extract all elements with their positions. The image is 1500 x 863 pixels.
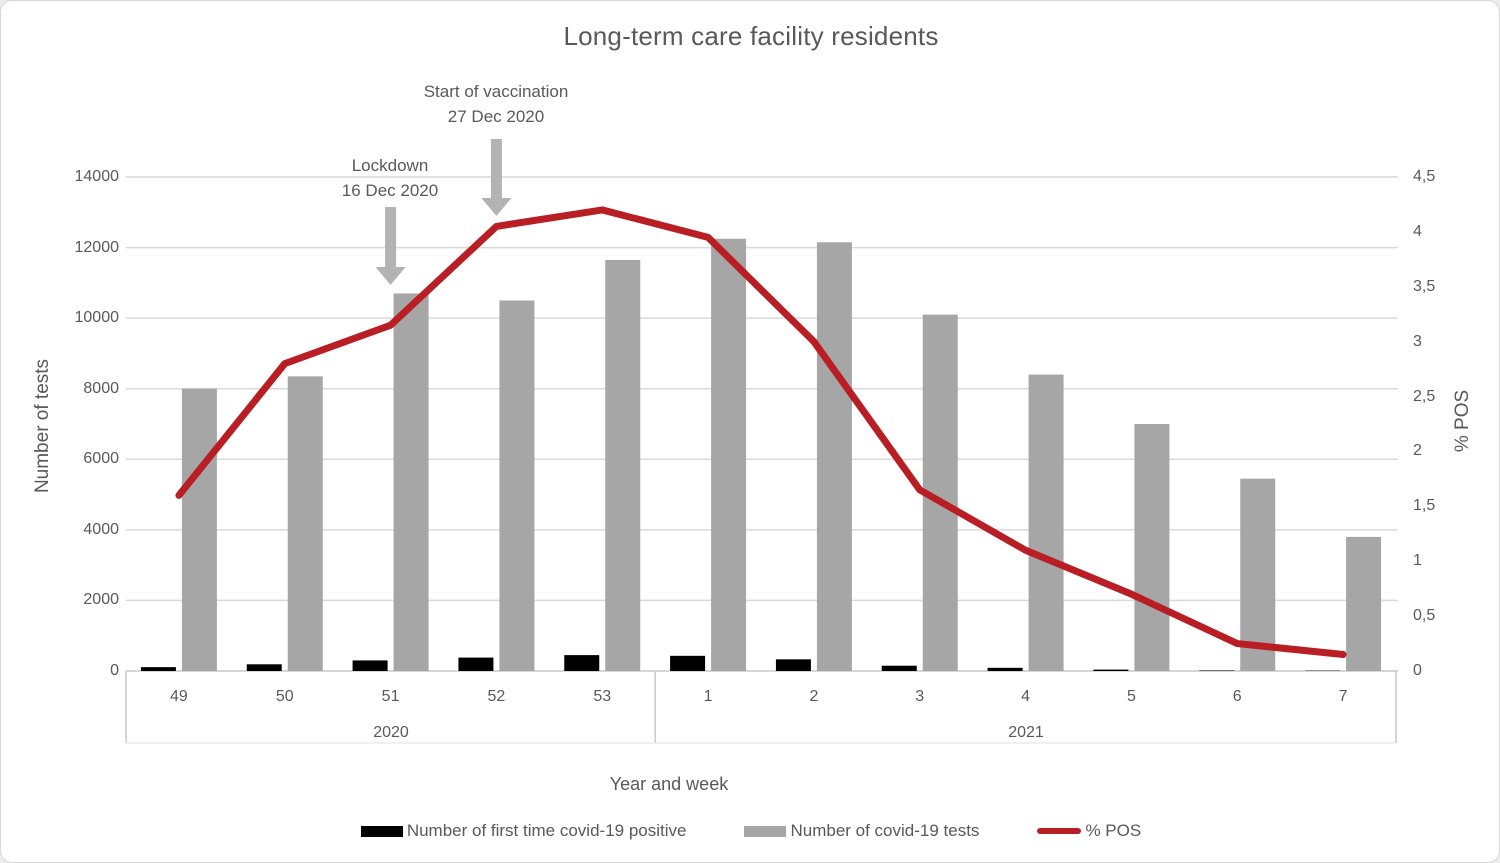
y-left-tick-label: 12000 bbox=[74, 238, 120, 256]
annotation-lockdown: Lockdown 16 Dec 2020 bbox=[342, 153, 438, 203]
positives-bar bbox=[987, 667, 1023, 671]
chart-legend: Number of first time covid-19 positive N… bbox=[1, 821, 1499, 841]
x-week-label: 2 bbox=[809, 688, 819, 705]
x-week-label: 5 bbox=[1126, 688, 1136, 705]
y-left-tick-label: 2000 bbox=[83, 591, 119, 609]
positives-legend-swatch bbox=[360, 825, 403, 837]
legend-item-pos-pct: % POS bbox=[1037, 821, 1141, 841]
tests-bar bbox=[393, 293, 429, 671]
tests-bar bbox=[816, 242, 852, 671]
annotation-arrow-head bbox=[481, 198, 512, 216]
tests-bar bbox=[287, 376, 323, 671]
y-left-axis-title: Number of tests bbox=[32, 358, 53, 494]
annotation-arrow-shaft bbox=[385, 207, 397, 267]
pos-pct-legend-swatch bbox=[1037, 828, 1082, 834]
positives-bar bbox=[140, 667, 176, 671]
x-week-label: 51 bbox=[381, 688, 400, 705]
y-right-tick-label: 3,5 bbox=[1413, 277, 1436, 295]
tests-legend-swatch bbox=[744, 825, 787, 837]
positives-legend-label: Number of first time covid-19 positive bbox=[406, 821, 687, 840]
x-week-label: 3 bbox=[915, 688, 925, 705]
tests-legend-label: Number of covid-19 tests bbox=[790, 821, 980, 840]
y-left-tick-label: 0 bbox=[110, 662, 119, 679]
x-week-label: 53 bbox=[593, 688, 612, 705]
chart-title: Long-term care facility residents bbox=[563, 21, 939, 51]
y-right-axis-title: % POS bbox=[1452, 389, 1473, 453]
tests-bar bbox=[605, 259, 641, 671]
y-right-tick-label: 1 bbox=[1413, 552, 1422, 570]
y-right-tick-label: 3 bbox=[1413, 332, 1422, 350]
y-right-tick-label: 4 bbox=[1413, 222, 1422, 240]
y-left-tick-label: 10000 bbox=[74, 309, 120, 327]
tests-bar bbox=[1240, 478, 1276, 671]
year-group-label-2021: 2021 bbox=[1008, 724, 1044, 741]
x-week-label: 49 bbox=[170, 688, 188, 705]
annotation-vaccination-line1: Start of vaccination bbox=[423, 82, 569, 101]
annotation-arrow-shaft bbox=[490, 139, 502, 198]
y-right-tick-label: 2,5 bbox=[1413, 387, 1436, 405]
positives-bar bbox=[352, 660, 388, 671]
pos-pct-legend-label: % POS bbox=[1085, 821, 1142, 840]
y-left-tick-label: 4000 bbox=[83, 520, 119, 538]
positives-bar bbox=[1093, 669, 1129, 671]
y-right-tick-label: 0,5 bbox=[1413, 607, 1436, 625]
x-week-label: 6 bbox=[1232, 688, 1242, 705]
tests-bar bbox=[181, 388, 217, 671]
legend-item-positives: Number of first time covid-19 positive bbox=[360, 821, 687, 841]
tests-bar bbox=[711, 238, 747, 671]
y-right-tick-label: 0 bbox=[1413, 662, 1422, 679]
x-week-label: 1 bbox=[703, 688, 713, 705]
annotation-lockdown-line1: Lockdown bbox=[351, 156, 429, 175]
y-left-tick-label: 6000 bbox=[83, 450, 119, 468]
y-right-tick-label: 2 bbox=[1413, 442, 1422, 460]
year-group-label-2020: 2020 bbox=[373, 724, 409, 741]
annotation-vaccination: Start of vaccination 27 Dec 2020 bbox=[424, 79, 569, 129]
y-left-tick-label: 14000 bbox=[74, 168, 120, 185]
pos-pct-line bbox=[175, 206, 1347, 659]
positives-bar bbox=[1199, 670, 1235, 671]
tests-bar bbox=[1028, 374, 1064, 671]
y-right-tick-label: 1,5 bbox=[1413, 497, 1436, 515]
positives-bar bbox=[775, 659, 811, 671]
tests-bar bbox=[1346, 536, 1382, 671]
positives-bar bbox=[564, 655, 600, 671]
y-left-tick-label: 8000 bbox=[83, 379, 119, 397]
x-week-label: 4 bbox=[1021, 688, 1031, 705]
x-axis-title: Year and week bbox=[609, 774, 729, 794]
annotation-arrow-head bbox=[375, 267, 406, 285]
annotation-vaccination-line2: 27 Dec 2020 bbox=[447, 107, 545, 126]
x-week-label: 50 bbox=[275, 688, 294, 705]
y-right-tick-label: 4,5 bbox=[1413, 168, 1436, 185]
tests-bar bbox=[1134, 424, 1170, 671]
legend-item-tests: Number of covid-19 tests bbox=[744, 821, 979, 841]
tests-bar bbox=[499, 300, 535, 671]
x-week-label: 7 bbox=[1338, 688, 1348, 705]
x-week-label: 52 bbox=[487, 688, 506, 705]
annotation-lockdown-line2: 16 Dec 2020 bbox=[341, 181, 439, 200]
positives-bar bbox=[881, 665, 917, 671]
positives-bar bbox=[246, 664, 282, 671]
positives-bar bbox=[458, 657, 494, 671]
positives-bar bbox=[670, 655, 706, 671]
